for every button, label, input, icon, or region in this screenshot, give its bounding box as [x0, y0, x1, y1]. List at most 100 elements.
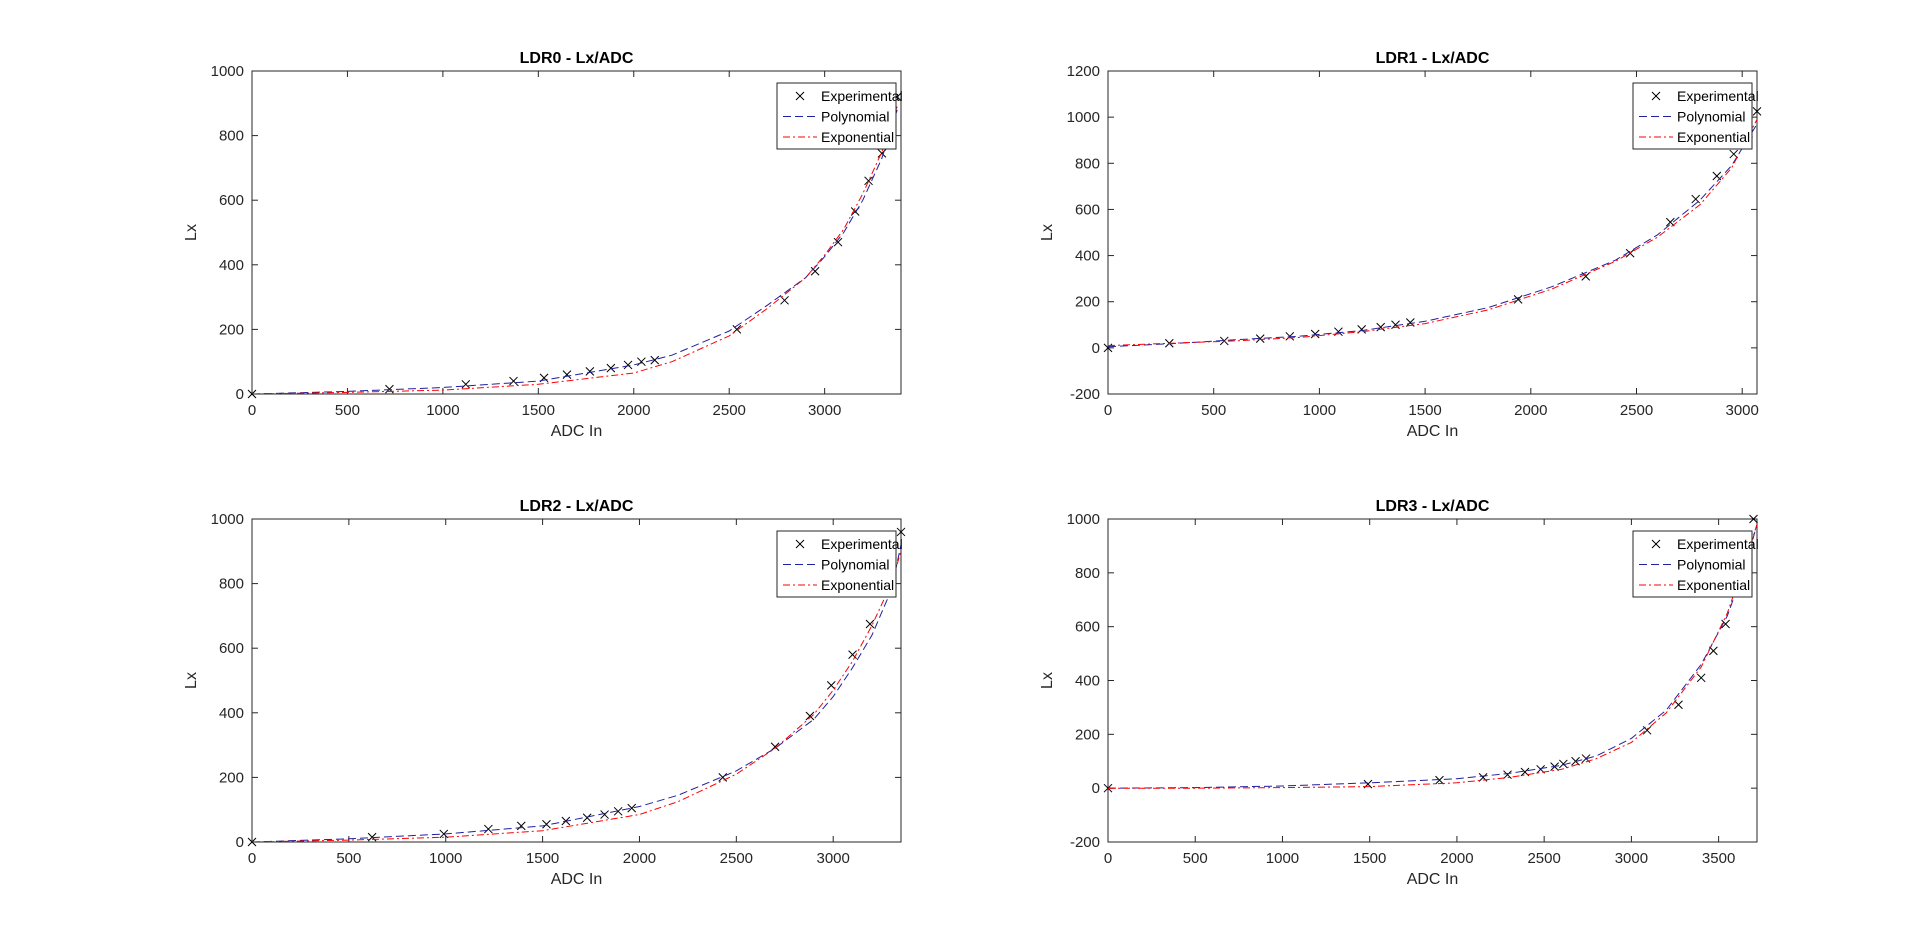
y-tick-label: 1000 [211, 63, 244, 80]
x-axis-label: ADC In [1407, 871, 1459, 888]
x-tick-label: 1500 [1353, 850, 1386, 867]
data-point-experimental [582, 813, 592, 823]
x-tick-label: 500 [336, 850, 361, 867]
legend-marker-experimental [795, 91, 805, 101]
x-tick-label: 1000 [426, 402, 459, 419]
y-tick-label: 0 [1092, 340, 1100, 357]
y-tick-label: 600 [1075, 201, 1100, 218]
legend-label: Experimental [1677, 536, 1759, 552]
chart-title: LDR2 - Lx/ADC [520, 498, 634, 515]
y-tick-label: 600 [219, 640, 244, 657]
y-tick-label: 0 [1092, 780, 1100, 797]
data-point-experimental [1513, 295, 1523, 304]
y-tick-label: 1200 [1067, 63, 1100, 80]
data-point-experimental [848, 650, 857, 660]
x-tick-label: 2500 [713, 402, 746, 419]
legend-label: Polynomial [821, 109, 889, 125]
x-tick-label: 3000 [1726, 402, 1759, 419]
x-tick-label: 2500 [720, 850, 753, 867]
data-point-experimental [1752, 107, 1762, 116]
data-point-experimental [1435, 775, 1444, 785]
data-point-experimental [585, 367, 595, 376]
chart-panel-1: 0 500 1000 1500 2000 2500 3000-200020040060080… [1039, 50, 1762, 440]
series-line-exponential [252, 106, 898, 394]
y-tick-label: 200 [219, 321, 244, 338]
chart-panel-2: 0 500 1000 1500 2000 2500 3000 0 200 400 600 800 100… [183, 498, 906, 888]
y-tick-label: 800 [1075, 565, 1100, 582]
y-axis-label: Lx [183, 224, 200, 241]
y-axis-label: Lx [183, 672, 200, 689]
data-point-experimental [562, 370, 572, 379]
data-point-experimental [623, 360, 633, 370]
x-tick-label: 1500 [526, 850, 559, 867]
data-point-experimental [810, 266, 820, 276]
legend: Experimental Polynomial Exponential [776, 530, 903, 598]
y-axis-label: Lx [1039, 224, 1056, 241]
y-tick-label: 600 [219, 192, 244, 209]
x-tick-label: 0 [1104, 402, 1112, 419]
legend-label: Experimental [821, 88, 903, 104]
x-tick-label: 2000 [1440, 850, 1473, 867]
chart-panel-3: 0 500 1000 1500 2000 2500 3000 3500-20002004006… [1039, 498, 1759, 888]
y-tick-label: 600 [1075, 619, 1100, 636]
legend-label: Experimental [1677, 88, 1759, 104]
y-tick-label: 1000 [211, 511, 244, 528]
y-tick-label: 400 [1075, 248, 1100, 265]
legend-label: Exponential [1677, 129, 1750, 145]
x-tick-label: 3000 [1615, 850, 1648, 867]
x-tick-label: 1500 [1408, 402, 1441, 419]
series-line-polynomial [1108, 524, 1757, 789]
chart-title: LDR3 - Lx/ADC [1376, 498, 1490, 515]
series-line-exponential [252, 551, 901, 842]
data-point-experimental [1729, 149, 1739, 159]
y-tick-label: 400 [1075, 673, 1100, 690]
data-point-experimental [1503, 770, 1512, 780]
legend: Experimental Polynomial Exponential [776, 82, 903, 150]
legend-marker-experimental [795, 539, 805, 549]
data-point-experimental [865, 619, 875, 629]
data-point-experimental [1721, 619, 1730, 629]
y-tick-label: 0 [236, 834, 244, 851]
legend-label: Polynomial [821, 557, 889, 573]
data-point-experimental [780, 295, 789, 305]
y-tick-label: 1000 [1067, 511, 1100, 528]
data-point-experimental [864, 176, 873, 186]
x-tick-label: 2000 [617, 402, 650, 419]
data-point-experimental [509, 376, 518, 386]
x-tick-label: 500 [335, 402, 360, 419]
legend: Experimental Polynomial Exponential [1632, 530, 1759, 598]
x-tick-label: 2500 [1620, 402, 1653, 419]
data-point-experimental [1709, 646, 1718, 656]
y-tick-label: 1000 [1067, 109, 1100, 126]
legend-marker-experimental [1651, 91, 1661, 101]
x-tick-label: 500 [1201, 402, 1226, 419]
x-tick-label: 2000 [1514, 402, 1547, 419]
x-axis-label: ADC In [551, 423, 603, 440]
x-tick-label: 1000 [1266, 850, 1299, 867]
data-point-experimental [718, 773, 728, 782]
data-point-experimental [1691, 194, 1701, 204]
legend: Experimental Polynomial Exponential [1632, 82, 1759, 150]
y-tick-label: 800 [219, 576, 244, 593]
data-point-experimental [1749, 514, 1758, 524]
x-axis-label: ADC In [1407, 423, 1459, 440]
x-tick-label: 500 [1183, 850, 1208, 867]
x-tick-label: 3500 [1702, 850, 1735, 867]
legend-label: Polynomial [1677, 557, 1745, 573]
legend-label: Experimental [821, 536, 903, 552]
y-tick-label: 0 [236, 386, 244, 403]
x-tick-label: 1000 [1303, 402, 1336, 419]
x-tick-label: 2000 [623, 850, 656, 867]
x-tick-label: 3000 [817, 850, 850, 867]
y-tick-label: -200 [1070, 834, 1100, 851]
data-point-experimental [542, 819, 551, 829]
chart-panel-0: 0 500 1000 1500 2000 2500 3000 0 200 400 600 800 100… [183, 50, 903, 440]
x-tick-label: 3000 [808, 402, 841, 419]
data-point-experimental [833, 237, 843, 247]
data-point-experimental [637, 357, 646, 367]
x-tick-label: 0 [248, 850, 256, 867]
y-tick-label: 800 [1075, 155, 1100, 172]
x-tick-label: 0 [248, 402, 256, 419]
series-line-polynomial [252, 544, 901, 842]
data-point-experimental [461, 379, 471, 389]
